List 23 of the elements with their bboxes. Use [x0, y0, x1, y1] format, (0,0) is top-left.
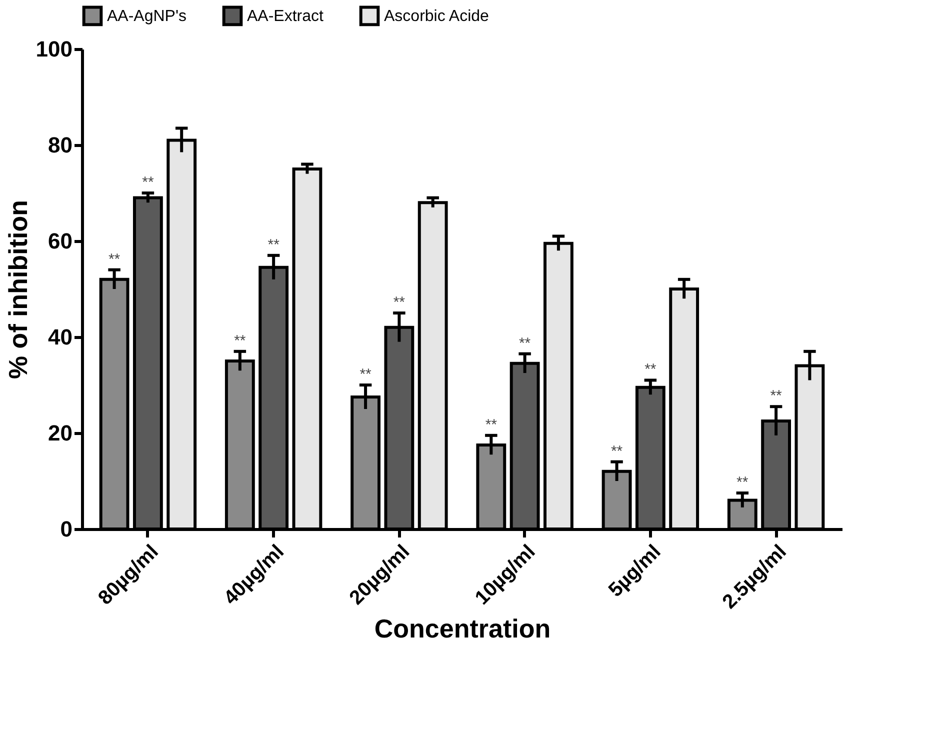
annotation: ** [485, 416, 498, 434]
y-tick-label: 60 [48, 228, 72, 254]
annotation: ** [268, 236, 280, 254]
legend-label: AA-Extract [247, 8, 324, 25]
y-tick-label: 100 [36, 36, 72, 62]
annotation: ** [736, 474, 748, 491]
legend-label: AA-AgNP's [107, 8, 187, 25]
annotation: ** [234, 332, 246, 350]
y-tick-label: 0 [60, 516, 72, 542]
annotation: ** [644, 361, 656, 378]
annotation: ** [142, 174, 154, 191]
legend-label: Ascorbic Acide [384, 8, 490, 25]
annotation: ** [610, 442, 623, 460]
y-axis-title: % of inhibition [2, 200, 33, 380]
annotation: ** [770, 388, 782, 405]
annotation: ** [518, 334, 531, 352]
annotation: ** [393, 294, 406, 311]
annotation: ** [108, 250, 120, 268]
y-tick-label: 20 [48, 420, 72, 446]
y-tick-label: 40 [48, 324, 72, 350]
x-axis-title: Concentration [374, 614, 551, 644]
y-tick-label: 80 [48, 132, 72, 158]
annotation: ** [360, 366, 372, 383]
